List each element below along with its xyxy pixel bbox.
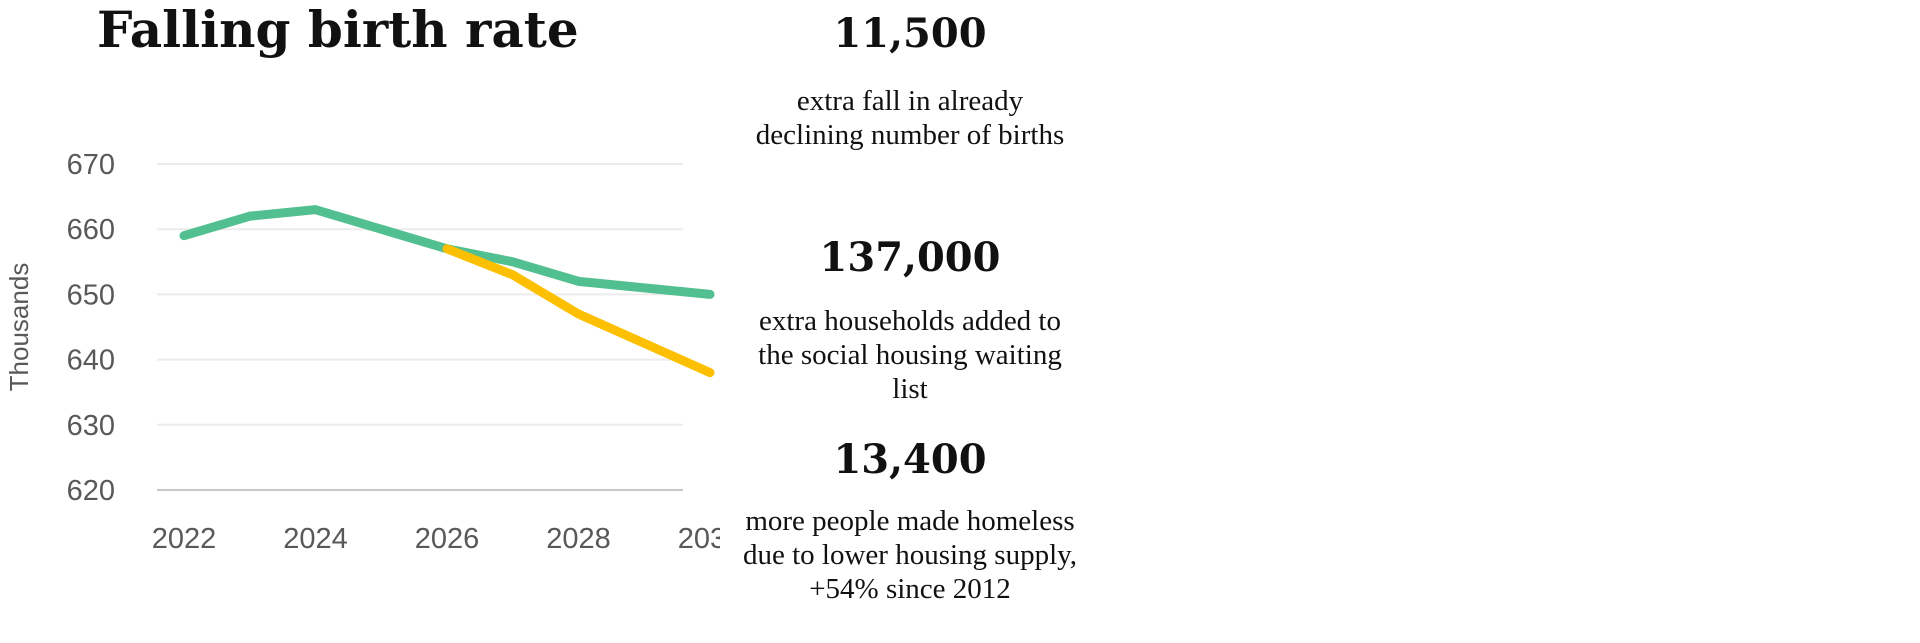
series-lines: [179, 205, 715, 378]
x-tick-label-2024: 2024: [283, 523, 348, 555]
series-line-2: [442, 244, 715, 378]
x-tick-label-2030: 2030: [678, 523, 720, 555]
y-tick-label-660: 660: [67, 214, 115, 246]
y-tick-label-640: 640: [67, 345, 115, 377]
y-axis-label: Thousands: [4, 263, 34, 392]
x-tick-label-2022: 2022: [152, 523, 217, 555]
stat-value-homeless: 13,400: [833, 436, 987, 483]
chart-title: Falling birth rate: [97, 0, 579, 59]
grid-lines: [157, 163, 683, 491]
y-axis-ticks: 620 630 640 650 660 670: [67, 149, 115, 507]
y-tick-label-650: 650: [67, 279, 115, 311]
x-tick-label-2026: 2026: [415, 523, 480, 555]
x-tick-label-2028: 2028: [546, 523, 611, 555]
stat-description-births: extra fall in already declining number o…: [755, 85, 1065, 151]
x-axis-ticks: 2022 2024 2026 2028 2030: [152, 523, 720, 555]
y-tick-label-630: 630: [67, 410, 115, 442]
stat-value-births: 11,500: [833, 10, 987, 57]
y-tick-label-620: 620: [67, 475, 115, 507]
stat-description-homeless: more people made homeless due to lower h…: [742, 505, 1077, 605]
stat-description-households: extra households added to the social hou…: [758, 305, 1062, 405]
y-tick-label-670: 670: [67, 149, 115, 181]
stat-value-households: 137,000: [819, 234, 1001, 281]
